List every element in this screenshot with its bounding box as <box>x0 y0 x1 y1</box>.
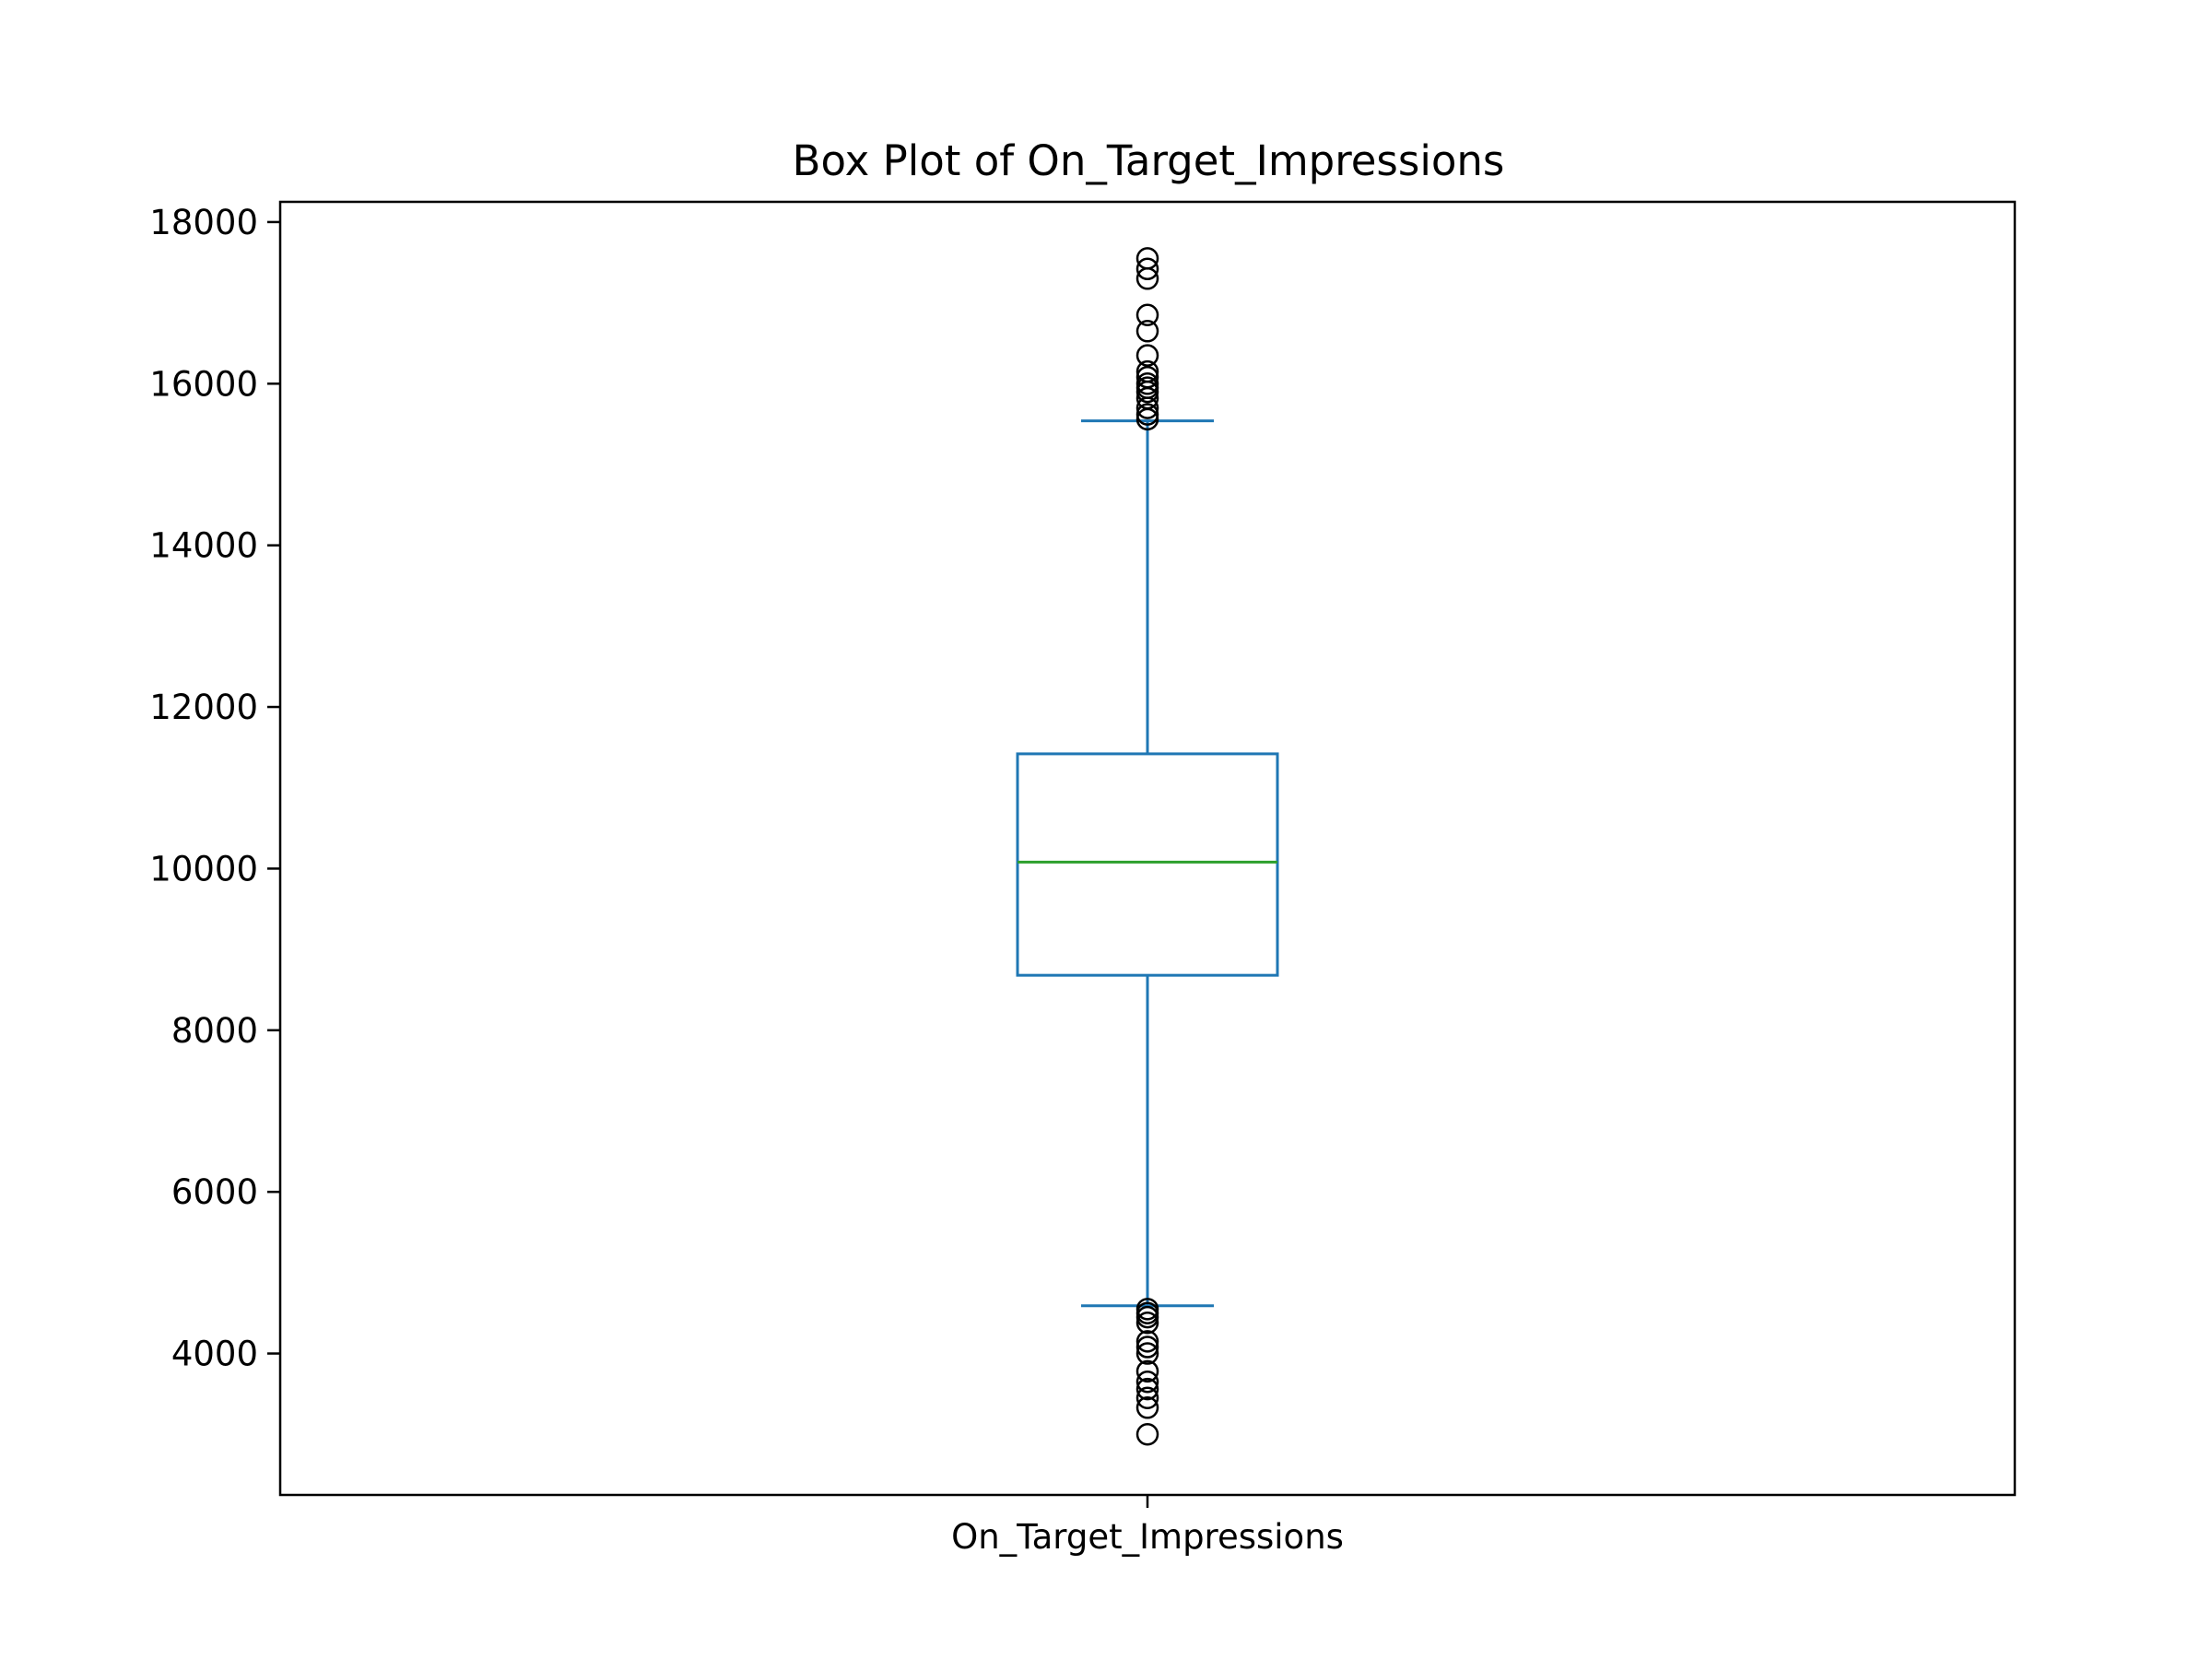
outlier-point <box>1135 1305 1159 1329</box>
outlier-points <box>1135 247 1159 1446</box>
outlier-point <box>1135 396 1159 419</box>
y-axis: 4000 6000 8000 10000 12000 14000 16000 18000 <box>149 203 280 1374</box>
outlier-point <box>1135 1422 1159 1446</box>
outlier-point <box>1135 320 1159 343</box>
y-tick-label: 6000 <box>171 1172 258 1212</box>
outlier-point <box>1135 380 1159 404</box>
box-series <box>1016 419 1279 1308</box>
x-axis: On_Target_Impressions <box>951 1495 1344 1557</box>
outlier-point <box>1135 1396 1159 1419</box>
outlier-point <box>1135 303 1159 327</box>
y-tick-label: 10000 <box>149 849 258 888</box>
y-tick-label: 18000 <box>149 203 258 242</box>
x-tick-label: On_Target_Impressions <box>951 1517 1344 1557</box>
y-tick-label: 14000 <box>149 526 258 566</box>
iqr-box <box>1016 752 1279 977</box>
y-tick-label: 12000 <box>149 688 258 727</box>
chart-title: Box Plot of On_Target_Impressions <box>793 136 1505 185</box>
outlier-point <box>1135 1311 1159 1335</box>
y-tick-label: 4000 <box>171 1335 258 1374</box>
outlier-point <box>1135 1342 1159 1365</box>
outlier-point <box>1135 1359 1159 1383</box>
outlier-point <box>1135 407 1159 431</box>
outlier-point <box>1135 1377 1159 1401</box>
y-tick-label: 8000 <box>171 1011 258 1051</box>
outlier-point <box>1135 267 1159 290</box>
y-tick-label: 16000 <box>149 364 258 404</box>
outlier-point <box>1135 1370 1159 1394</box>
outlier-point <box>1135 1335 1159 1359</box>
outlier-point <box>1135 344 1159 367</box>
outlier-point <box>1135 1330 1159 1353</box>
outlier-point <box>1135 257 1159 281</box>
outlier-point <box>1135 1386 1159 1410</box>
plot-frame <box>278 200 2017 1497</box>
